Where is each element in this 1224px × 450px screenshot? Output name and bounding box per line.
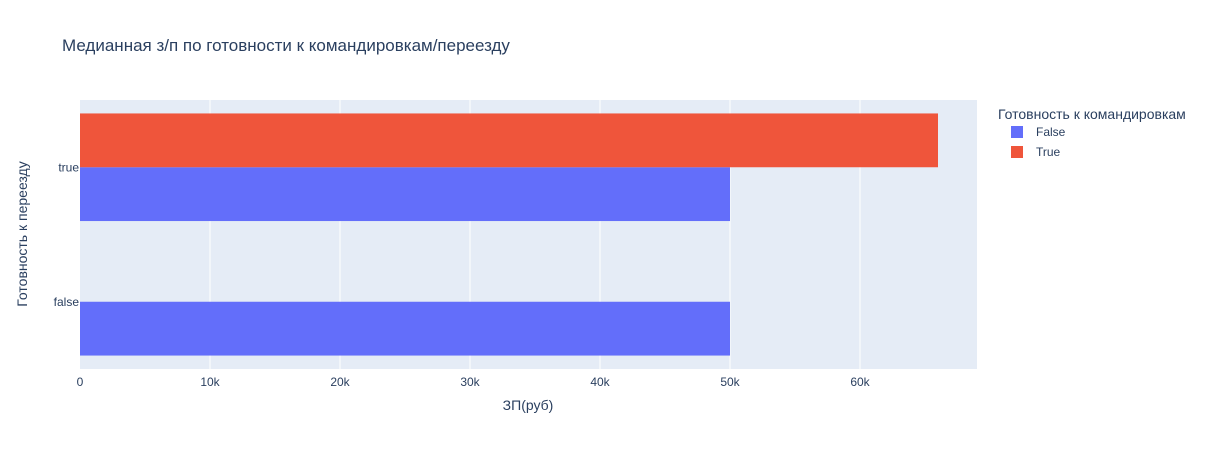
chart-title: Медианная з/п по готовности к командиров… — [62, 36, 510, 55]
x-tick-labels: 0 10k 20k 30k 40k 50k 60k — [77, 375, 871, 389]
y-tick-labels: false true — [54, 160, 80, 309]
x-tick-label: 50k — [720, 375, 740, 389]
legend-label-true: True — [1036, 145, 1061, 159]
y-tick-label: true — [58, 160, 79, 174]
y-axis-title: Готовность к переезду — [14, 161, 30, 306]
legend-swatch-false — [1011, 126, 1023, 138]
bars — [80, 113, 938, 356]
legend-items: False True — [1011, 125, 1066, 159]
legend-title: Готовность к командировкам — [998, 106, 1186, 122]
x-tick-label: 10k — [200, 375, 220, 389]
x-tick-label: 0 — [77, 375, 84, 389]
legend: Готовность к командировкам False True — [998, 106, 1186, 159]
legend-swatch-true — [1011, 146, 1023, 158]
x-tick-label: 20k — [330, 375, 350, 389]
bar-false-true — [80, 167, 730, 222]
y-tick-label: false — [54, 295, 80, 309]
x-axis-title: ЗП(руб) — [503, 397, 554, 413]
x-tick-label: 40k — [590, 375, 610, 389]
x-tick-label: 60k — [850, 375, 870, 389]
bar-true-true — [80, 113, 938, 168]
bar-false-false — [80, 301, 730, 356]
legend-label-false: False — [1036, 125, 1066, 139]
x-tick-label: 30k — [460, 375, 480, 389]
